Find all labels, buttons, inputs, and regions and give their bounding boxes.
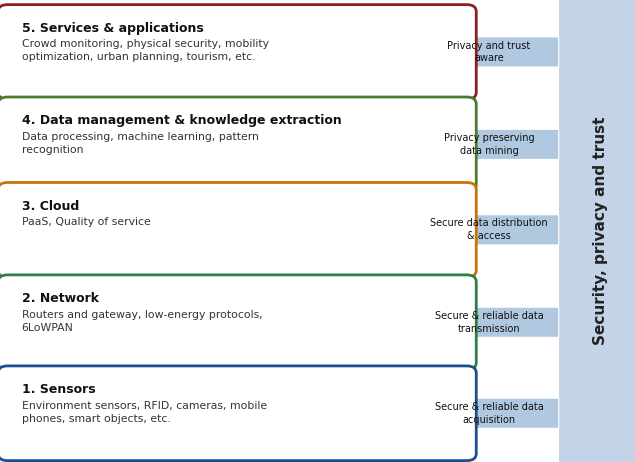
Text: 5. Services & applications: 5. Services & applications (22, 22, 203, 35)
Text: Privacy preserving
data mining: Privacy preserving data mining (444, 133, 534, 156)
Polygon shape (378, 291, 559, 354)
Text: Data processing, machine learning, pattern
recognition: Data processing, machine learning, patte… (22, 132, 258, 155)
FancyBboxPatch shape (0, 366, 476, 461)
FancyBboxPatch shape (0, 5, 476, 99)
FancyBboxPatch shape (559, 0, 635, 462)
Polygon shape (378, 20, 559, 83)
Text: Crowd monitoring, physical security, mobility
optimization, urban planning, tour: Crowd monitoring, physical security, mob… (22, 39, 269, 62)
Text: PaaS, Quality of service: PaaS, Quality of service (22, 217, 150, 227)
Polygon shape (378, 199, 559, 261)
Text: Environment sensors, RFID, cameras, mobile
phones, smart objects, etc.: Environment sensors, RFID, cameras, mobi… (22, 401, 267, 424)
Polygon shape (378, 382, 559, 444)
Text: Privacy and trust
aware: Privacy and trust aware (447, 41, 531, 63)
Text: 3. Cloud: 3. Cloud (22, 200, 79, 213)
Text: Routers and gateway, low-energy protocols,
6LoWPAN: Routers and gateway, low-energy protocol… (22, 310, 262, 333)
Text: Security, privacy and trust: Security, privacy and trust (592, 117, 608, 345)
Polygon shape (378, 113, 559, 176)
Text: Secure & reliable data
acquisition: Secure & reliable data acquisition (434, 402, 544, 425)
Text: 2. Network: 2. Network (22, 292, 98, 305)
Text: Secure data distribution
& access: Secure data distribution & access (430, 219, 548, 241)
Text: Secure & reliable data
transmission: Secure & reliable data transmission (434, 311, 544, 334)
Text: 4. Data management & knowledge extraction: 4. Data management & knowledge extractio… (22, 114, 342, 127)
FancyBboxPatch shape (0, 97, 476, 192)
Text: 1. Sensors: 1. Sensors (22, 383, 95, 396)
FancyBboxPatch shape (0, 182, 476, 277)
FancyBboxPatch shape (0, 275, 476, 370)
